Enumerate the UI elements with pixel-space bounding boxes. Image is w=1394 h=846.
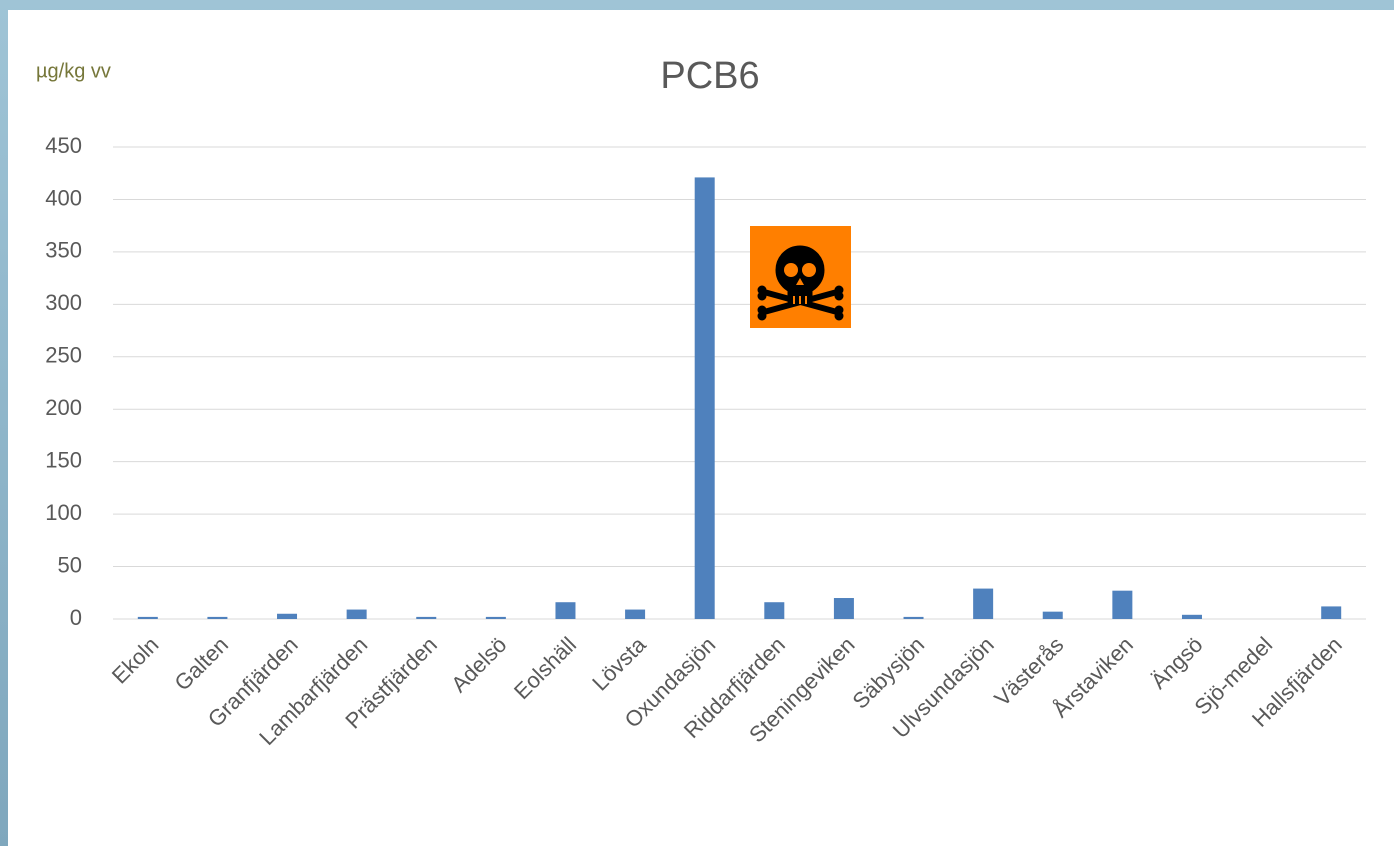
y-tick-label: 100 <box>45 500 82 525</box>
y-tick-label: 50 <box>58 552 82 577</box>
bar <box>137 616 158 619</box>
bar <box>1112 590 1133 619</box>
hazard-icon <box>750 226 851 328</box>
bar <box>764 602 785 619</box>
bar <box>625 609 646 619</box>
bar <box>346 609 367 619</box>
bar <box>903 616 924 619</box>
unit-label: µg/kg vv <box>36 60 111 82</box>
y-tick-label: 400 <box>45 185 82 210</box>
bar <box>207 616 228 619</box>
bar <box>833 598 854 619</box>
bar <box>277 613 298 619</box>
bar <box>1181 614 1202 619</box>
bar <box>555 602 576 619</box>
bar <box>416 616 437 619</box>
y-tick-label: 250 <box>45 343 82 368</box>
y-tick-label: 350 <box>45 238 82 263</box>
bar <box>1042 611 1063 619</box>
bar <box>694 177 715 619</box>
y-tick-label: 0 <box>70 605 82 630</box>
bar <box>485 616 506 619</box>
bar <box>973 588 994 619</box>
y-tick-label: 450 <box>45 133 82 158</box>
chart-title: PCB6 <box>660 55 759 97</box>
y-tick-label: 150 <box>45 447 82 472</box>
y-tick-label: 200 <box>45 395 82 420</box>
bar <box>1321 606 1342 619</box>
y-tick-label: 300 <box>45 290 82 315</box>
